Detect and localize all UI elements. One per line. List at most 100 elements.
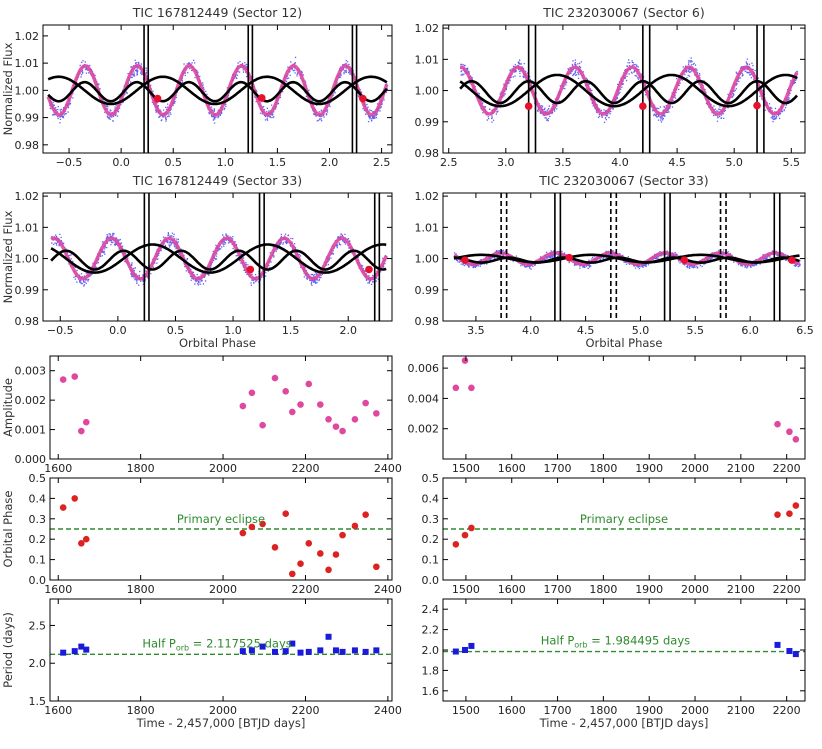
spot-marker	[257, 94, 266, 102]
x-tick-label: 4.5	[668, 156, 686, 169]
data-point	[288, 408, 296, 416]
y-tick-label: 0.1	[29, 554, 47, 567]
data-point	[452, 384, 460, 392]
x-tick-label: 4.5	[577, 324, 595, 337]
x-tick-label: 2100	[727, 462, 755, 475]
data-point	[786, 428, 793, 436]
plot-area	[459, 25, 799, 153]
x-tick-label: 1600	[44, 704, 72, 717]
x-tick-label: 1500	[452, 583, 480, 596]
x-tick-label: 2.5	[440, 156, 458, 169]
plot-area	[443, 641, 805, 658]
data-point	[325, 633, 332, 640]
axes-frame	[49, 477, 393, 581]
y-tick-label: 1.5	[29, 695, 47, 708]
x-tick-label: 1600	[498, 462, 526, 475]
y-tick-label: 1.02	[415, 22, 440, 35]
data-point	[305, 380, 313, 388]
annotation-label: Half Porb = 2.117525 days	[142, 636, 291, 652]
y-tick-label: 2.4	[422, 603, 440, 616]
data-point	[461, 531, 469, 539]
x-tick-label: 1800	[589, 462, 617, 475]
x-tick-label: 4.0	[611, 156, 629, 169]
y-tick-label: 0.98	[415, 147, 440, 160]
x-tick-label: 2200	[773, 462, 801, 475]
x-tick-label: 2000	[209, 583, 237, 596]
y-tick-label: 1.01	[15, 57, 40, 70]
spot-marker	[365, 265, 373, 274]
data-point	[332, 551, 340, 558]
x-tick-label: 1700	[544, 462, 572, 475]
x-tick-label: 3.5	[467, 324, 485, 337]
y-tick-label: 0.0	[29, 574, 47, 587]
spot-marker	[359, 94, 367, 103]
x-tick-label: 1600	[44, 462, 72, 475]
x-tick-label: 1600	[498, 704, 526, 717]
spot-marker	[788, 256, 796, 264]
annotation-label: Primary eclipse	[177, 512, 265, 526]
model-curve-2	[50, 249, 387, 271]
data-point	[78, 427, 85, 435]
data-point	[452, 648, 459, 655]
spot-marker	[246, 265, 255, 274]
annotation-label: Primary eclipse	[580, 512, 668, 526]
data-point	[248, 389, 256, 397]
y-tick-label: 1.8	[422, 664, 440, 677]
x-tick-label: 1800	[127, 704, 155, 717]
chart-title: TIC 167812449 (Sector 12)	[132, 5, 302, 20]
data-point	[71, 648, 78, 655]
y-tick-label: 0.004	[408, 392, 440, 405]
y-tick-label: 0.1	[422, 554, 440, 567]
plot-area	[46, 25, 389, 153]
x-tick-label: 5.5	[783, 156, 801, 169]
x-tick-label: 1700	[544, 704, 572, 717]
y-tick-label: 2.5	[29, 619, 47, 632]
y-tick-label: 0.99	[15, 112, 40, 125]
x-tick-label: 2.0	[339, 324, 357, 337]
x-tick-label: 2000	[681, 704, 709, 717]
spot-marker	[565, 253, 573, 262]
y-tick-label: 0.3	[29, 513, 47, 526]
y-tick-label: 0.003	[15, 365, 47, 378]
x-tick-label: 3.0	[497, 156, 515, 169]
x-tick-label: 2400	[374, 462, 402, 475]
x-tick-label: 2000	[209, 462, 237, 475]
y-tick-label: 0.000	[15, 453, 47, 466]
data-point	[71, 373, 79, 380]
fit-curve	[46, 64, 389, 117]
data-point	[59, 504, 67, 511]
data-point	[373, 410, 380, 417]
y-tick-label: 0.0	[422, 574, 440, 587]
x-tick-label: 2.0	[321, 156, 339, 169]
spot-marker	[639, 102, 647, 110]
data-point	[351, 522, 359, 530]
y-tick-label: 2.0	[422, 644, 440, 657]
y-tick-label: 2.2	[422, 624, 440, 637]
y-tick-label: 0.99	[415, 116, 440, 129]
data-point	[305, 648, 312, 655]
chart-per2: Half Porb = 1.984495 days 1500 1600 1700 180…	[422, 598, 806, 730]
y-axis-label: Amplitude	[1, 378, 15, 437]
x-tick-label: 1600	[44, 583, 72, 596]
chart-lc4: 3.5 4.0 4.5 5.0 5.5 6.0 6.5 0.98 0.99 1.00 1.01 1.0…	[415, 173, 814, 350]
axes-frame	[49, 598, 393, 702]
data-point	[461, 647, 468, 653]
data-point	[59, 376, 67, 383]
chart-title: TIC 232030067 (Sector 6)	[542, 5, 704, 20]
y-axis-label: Normalized Flux	[1, 42, 15, 135]
y-tick-label: 1.02	[15, 190, 40, 203]
data-point	[71, 495, 79, 502]
data-point	[259, 520, 266, 528]
data-point	[351, 647, 358, 654]
y-tick-label: 0.4	[29, 492, 47, 505]
y-tick-label: 0.98	[15, 315, 40, 328]
annotation-label: Half Porb = 1.984495 days	[541, 634, 690, 650]
data-point	[83, 646, 90, 653]
data-point	[786, 648, 793, 655]
data-point	[289, 640, 296, 647]
data-point	[339, 648, 346, 655]
y-tick-label: 1.02	[415, 190, 440, 203]
x-tick-label: 1900	[635, 704, 663, 717]
chart-lc3: −0.5 0.0 0.5 1.0 1.5 2.0 0.98 0.99 1.00 1.01 1.02 T…	[1, 173, 393, 350]
